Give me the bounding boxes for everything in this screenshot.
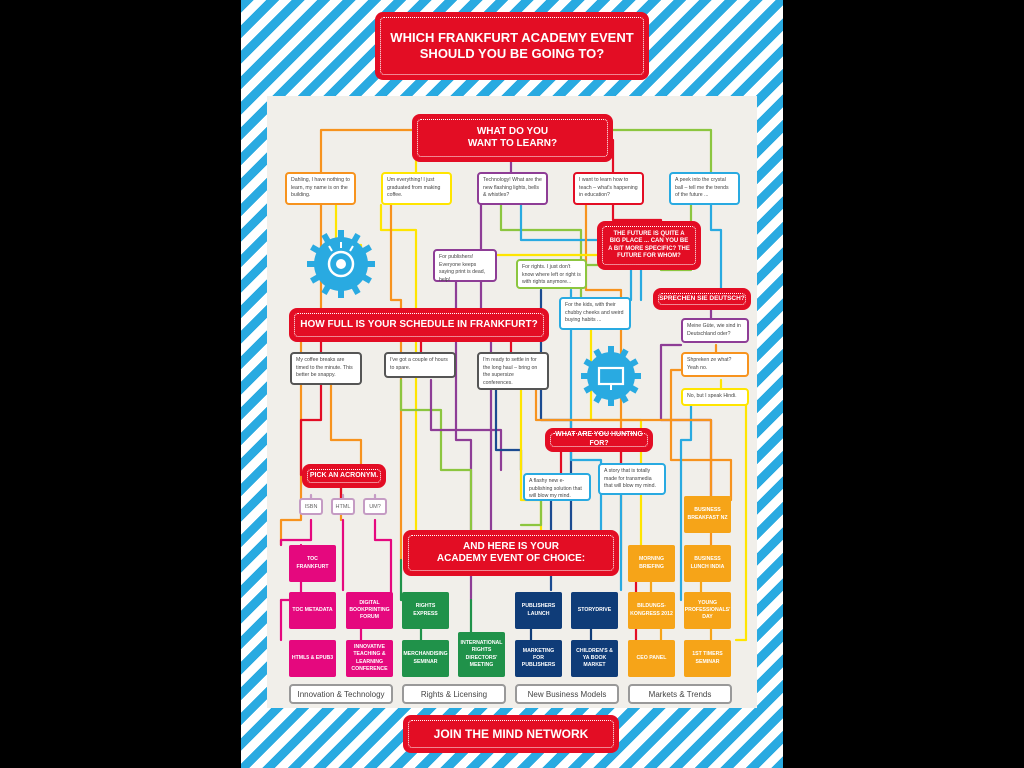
title-line-2: SHOULD YOU BE GOING TO? (419, 46, 605, 61)
future-line-2: BIG PLACE ... CAN YOU BE (609, 238, 689, 244)
event-publishers-launch: PUBLISHERS LAUNCH (515, 592, 562, 629)
choice-line-2: ACADEMY EVENT OF CHOICE: (436, 553, 586, 564)
gear-tv-icon (581, 346, 641, 406)
event-toc-frankfurt: TOC FRANKFURT (289, 545, 336, 582)
event-business-lunch-india: BUSINESS LUNCH INDIA (684, 545, 731, 582)
learn-option-4: I want to learn how to teach – what's ha… (573, 172, 644, 205)
learn-option-2: Um everything! I just graduated from mak… (381, 172, 452, 205)
category-markets: Markets & Trends (628, 684, 732, 704)
acronym-question-banner: PICK AN ACRONYM. (304, 466, 384, 486)
german-option-1: Meine Güte, wie sind in Deutschland oder… (681, 318, 749, 343)
event-marketing-for-publishers: MARKETING FOR PUBLISHERS (515, 640, 562, 677)
schedule-option-1: My coffee breaks are timed to the minute… (290, 352, 362, 385)
event-ceo-panel: CEO PANEL (628, 640, 675, 677)
future-option-kids: For the kids, with their chubby cheeks a… (559, 297, 631, 330)
learn-option-3: Technology! What are the new flashing li… (477, 172, 548, 205)
hunting-question-banner: WHAT ARE YOU HUNTING FOR? (547, 430, 651, 450)
german-option-3: No, but I speak Hindi. (681, 388, 749, 406)
event-1st-timers-seminar: 1ST TIMERS SEMINAR (684, 640, 731, 677)
event-storydrive: STORYDRIVE (571, 592, 618, 629)
event-digital-bookprinting-forum: DIGITAL BOOKPRINTING FORUM (346, 592, 393, 629)
category-business: New Business Models (515, 684, 619, 704)
schedule-option-2: I've got a couple of hours to spare. (384, 352, 456, 378)
learn-option-1: Dahling, I have nothing to learn, my nam… (285, 172, 356, 205)
acronym-isbn: ISBN (299, 498, 323, 515)
choice-banner: AND HERE IS YOUR ACADEMY EVENT OF CHOICE… (405, 532, 617, 574)
poster: WHICH FRANKFURT ACADEMY EVENT SHOULD YOU… (241, 0, 783, 768)
learn-option-5: A peek into the crystal ball – tell me t… (669, 172, 740, 205)
title-line-1: WHICH FRANKFURT ACADEMY EVENT (390, 29, 634, 45)
future-option-publishers: For publishers! Everyone keeps saying pr… (433, 249, 497, 283)
gear-eye-icon (307, 230, 375, 298)
learn-line-2: WANT TO LEARN? (467, 138, 558, 149)
acronym-html: HTML (331, 498, 355, 515)
event-merchandising-seminar: MERCHANDISING SEMINAR (402, 640, 449, 677)
event-young-professionals-day: YOUNG PROFESSIONALS' DAY (684, 592, 731, 629)
future-option-rights: For rights. I just don't know where left… (516, 259, 587, 289)
schedule-question-banner: HOW FULL IS YOUR SCHEDULE IN FRANKFURT? (291, 310, 547, 340)
event-morning-briefing: MORNING BRIEFING (628, 545, 675, 582)
learn-line-1: WHAT DO YOU (476, 125, 549, 137)
learn-question-banner: WHAT DO YOU WANT TO LEARN? (414, 116, 611, 160)
choice-line-1: AND HERE IS YOUR (463, 540, 559, 552)
hunting-option-1: A flashy new e-publishing solution that … (523, 473, 591, 501)
join-network-button[interactable]: JOIN THE MIND NETWORK (405, 717, 617, 751)
hunting-option-2: A story that is totally made for transme… (598, 463, 666, 495)
german-option-2: Shpreken ze what? Yeah no. (681, 352, 749, 377)
acronym-um: UM? (363, 498, 387, 515)
event-business-breakfast-nz: BUSINESS BREAKFAST NZ (684, 496, 731, 533)
event-html5-epub3: HTML5 & EPUB3 (289, 640, 336, 677)
schedule-option-3: I'm ready to settle in for the long haul… (477, 352, 549, 390)
category-innovation: Innovation & Technology (289, 684, 393, 704)
event-toc-metadata: TOC METADATA (289, 592, 336, 629)
event-childrens-ya-book-market: CHILDREN'S & YA BOOK MARKET (571, 640, 618, 677)
future-line-3: A BIT MORE SPECIFIC? THE (608, 245, 690, 252)
event-international-rights-directors: INTERNATIONAL RIGHTS DIRECTORS' MEETING (458, 632, 505, 677)
category-rights: Rights & Licensing (402, 684, 506, 704)
event-rights-express: RIGHTS EXPRESS (402, 592, 449, 629)
future-line-4: FUTURE FOR WHOM? (617, 253, 681, 259)
event-innovative-teaching: INNOVATIVE TEACHING & LEARNING CONFERENC… (346, 640, 393, 677)
german-question-banner: SPRECHEN SIE DEUTSCH? (655, 290, 749, 308)
future-question-banner: THE FUTURE IS QUITE A BIG PLACE ... CAN … (599, 223, 699, 268)
future-line-1: THE FUTURE IS QUITE A (613, 230, 685, 237)
event-bildungskongress-2012: BILDUNGS-KONGRESS 2012 (628, 592, 675, 629)
poster-title: WHICH FRANKFURT ACADEMY EVENT SHOULD YOU… (377, 14, 647, 78)
